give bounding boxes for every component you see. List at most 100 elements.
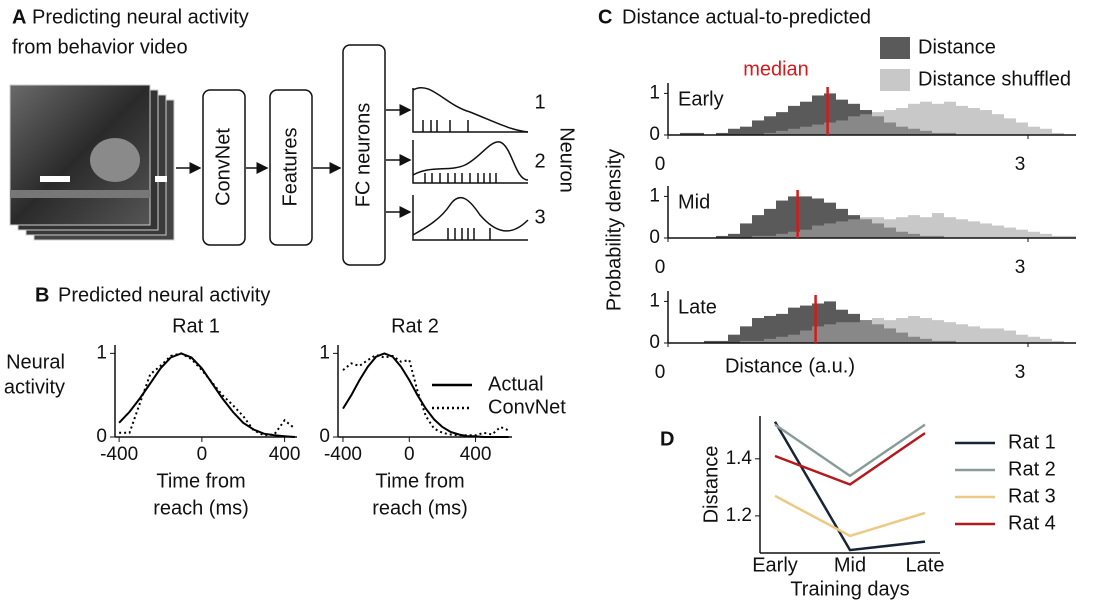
histogram-bar bbox=[788, 334, 800, 343]
histogram-bar bbox=[716, 132, 728, 135]
y-tick-label: 1.4 bbox=[726, 448, 753, 469]
x-tick-label: 0 bbox=[197, 444, 208, 465]
histogram-bar bbox=[968, 221, 980, 238]
y-axis-label: activity bbox=[4, 376, 65, 398]
histogram-bar bbox=[860, 217, 872, 238]
y-tick-label: 1 bbox=[649, 185, 660, 206]
histogram-bar bbox=[956, 324, 968, 343]
x-axis-label: reach (ms) bbox=[153, 497, 249, 519]
histogram-bar bbox=[740, 326, 752, 343]
histogram-bar bbox=[680, 132, 692, 135]
histogram-bar bbox=[1040, 338, 1052, 343]
series-line bbox=[774, 423, 926, 478]
histogram-bar bbox=[932, 213, 944, 238]
y-tick-label: 1 bbox=[96, 342, 107, 363]
histogram-bar bbox=[776, 313, 788, 343]
histogram-bar bbox=[908, 215, 920, 238]
histogram-bar bbox=[1028, 336, 1040, 343]
panel-title: Distance actual-to-predicted bbox=[622, 6, 871, 28]
histogram-bar bbox=[764, 132, 776, 135]
histogram-bar bbox=[1004, 227, 1016, 238]
histogram-bar bbox=[716, 235, 728, 238]
panel-letter: D bbox=[660, 428, 674, 450]
series-line bbox=[119, 352, 296, 437]
histogram-bar bbox=[884, 320, 896, 343]
histogram-bar bbox=[836, 322, 848, 343]
x-axis-label: Time from bbox=[156, 470, 245, 492]
histogram-bar bbox=[1052, 235, 1064, 238]
box-label: ConvNet bbox=[212, 128, 234, 206]
histogram-bar bbox=[692, 132, 704, 135]
panel-letter: A bbox=[12, 6, 26, 28]
histogram-bar bbox=[1052, 132, 1064, 135]
y-tick-label: 1.2 bbox=[726, 505, 752, 526]
histogram-bar bbox=[980, 328, 992, 343]
panel-title: from behavior video bbox=[12, 36, 188, 58]
histogram-bar bbox=[1004, 330, 1016, 343]
histogram-bar bbox=[956, 219, 968, 238]
histogram-bar bbox=[920, 101, 932, 135]
histogram-bar bbox=[812, 326, 824, 343]
x-tick-label: 0 bbox=[655, 154, 666, 175]
video-frames bbox=[9, 84, 175, 241]
histogram-bar bbox=[704, 340, 716, 343]
box-label: Features bbox=[279, 128, 301, 207]
histogram-bar bbox=[800, 196, 812, 238]
neuron-number: 1 bbox=[534, 91, 545, 113]
network-box bbox=[202, 89, 246, 246]
histogram-bar bbox=[896, 107, 908, 135]
histogram-bar bbox=[752, 318, 764, 343]
y-tick-label: 1 bbox=[319, 342, 330, 363]
histogram-bar bbox=[800, 126, 812, 135]
legend-label: Rat 1 bbox=[1008, 431, 1056, 453]
histogram-bar bbox=[764, 315, 776, 343]
histogram-bar bbox=[1052, 340, 1064, 343]
x-tick-label: 3 bbox=[1015, 257, 1026, 278]
histogram-bar bbox=[848, 219, 860, 238]
histogram-bar bbox=[956, 105, 968, 135]
axis-label: Neuron bbox=[556, 127, 578, 193]
histogram-bar bbox=[932, 103, 944, 135]
histogram-bar bbox=[872, 112, 884, 135]
histogram-bar bbox=[896, 217, 908, 238]
histogram-bar bbox=[728, 128, 740, 135]
histogram-bar bbox=[908, 103, 920, 135]
histogram-bar bbox=[824, 122, 836, 135]
histogram-bar bbox=[776, 112, 788, 135]
panel-title: Predicted neural activity bbox=[58, 284, 270, 306]
x-axis-label: reach (ms) bbox=[372, 497, 468, 519]
x-tick-label: 3 bbox=[1015, 362, 1026, 383]
histogram-bar bbox=[1064, 235, 1076, 238]
histogram-bar bbox=[848, 116, 860, 135]
histogram-bar bbox=[728, 334, 740, 343]
legend-label: Rat 3 bbox=[1008, 485, 1056, 507]
histogram-bar bbox=[728, 233, 740, 238]
histogram-bar bbox=[776, 336, 788, 343]
y-tick-label: 1 bbox=[649, 82, 660, 103]
series-line bbox=[774, 432, 926, 486]
histogram-bar bbox=[764, 116, 776, 135]
histogram-bar bbox=[1040, 128, 1052, 135]
histogram-bar bbox=[1028, 126, 1040, 135]
histogram-bar bbox=[776, 200, 788, 238]
x-tick-label: -400 bbox=[100, 444, 138, 465]
box-label: FC neurons bbox=[352, 103, 374, 208]
histogram-bar bbox=[944, 322, 956, 343]
histogram-bar bbox=[944, 101, 956, 135]
y-axis-label: Neural bbox=[6, 351, 65, 373]
histogram-bar bbox=[824, 223, 836, 238]
output-traces bbox=[412, 87, 529, 241]
median-label: median bbox=[743, 58, 809, 80]
legend-label: Distance shuffled bbox=[918, 68, 1071, 90]
histogram-bar bbox=[752, 340, 764, 343]
x-tick-label: 3 bbox=[1015, 154, 1026, 175]
x-tick-label: Mid bbox=[834, 554, 866, 576]
histogram-bar bbox=[800, 330, 812, 343]
y-tick-label: 1 bbox=[649, 290, 660, 311]
histogram-bar bbox=[872, 217, 884, 238]
histogram-bar bbox=[752, 120, 764, 135]
chart-title: Rat 1 bbox=[172, 315, 220, 337]
histogram-bar bbox=[920, 318, 932, 343]
histogram-bar bbox=[932, 320, 944, 343]
histogram-bar bbox=[776, 130, 788, 135]
